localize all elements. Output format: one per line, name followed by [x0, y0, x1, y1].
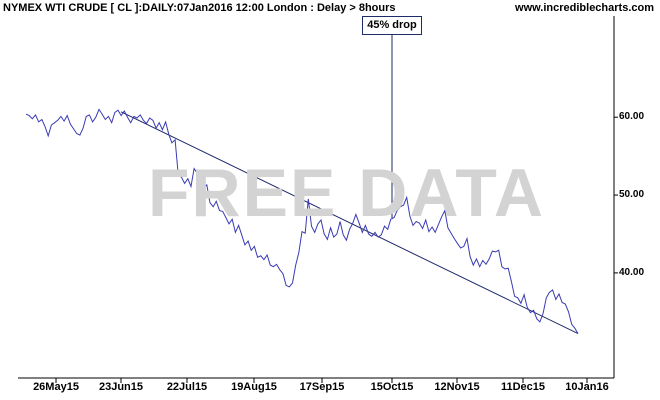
y-tick-label: 50.00	[619, 189, 645, 201]
x-tick-label: 19Aug15	[231, 381, 277, 393]
x-tick-label: 26May15	[33, 381, 79, 393]
x-tick-label: 15Oct15	[370, 381, 414, 393]
x-tick-label: 12Nov15	[434, 381, 480, 393]
y-tick-label: 40.00	[619, 266, 645, 278]
price-line	[25, 108, 579, 334]
watermark: FREE DATA	[148, 155, 546, 231]
x-tick-label: 17Sep15	[299, 381, 345, 393]
drop-annotation: 45% drop	[362, 16, 422, 35]
trend-line	[120, 111, 579, 335]
x-tick-label: 11Dec15	[500, 381, 546, 393]
x-tick-label: 23Jun15	[98, 381, 144, 393]
x-tick-label: 10Jan16	[565, 381, 609, 393]
site-url: www.incrediblecharts.com	[515, 2, 654, 14]
x-tick-label: 22Jul15	[166, 381, 208, 393]
y-tick-label: 60.00	[619, 111, 645, 123]
chart-title: NYMEX WTI CRUDE [ CL ]:DAILY:07Jan2016 1…	[3, 2, 396, 14]
